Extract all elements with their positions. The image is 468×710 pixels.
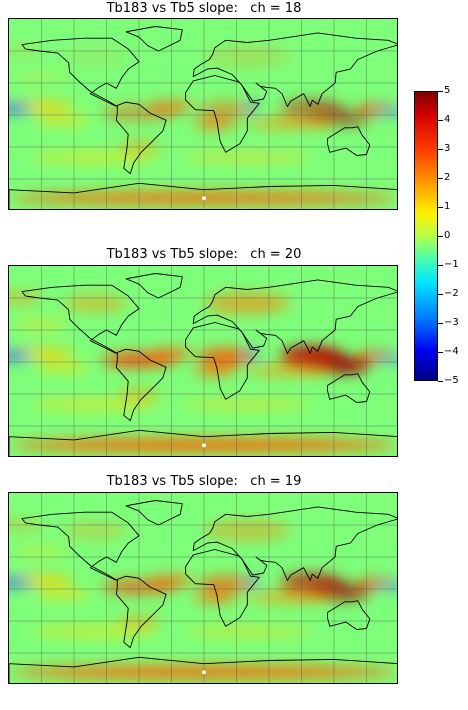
colorbar-tick-mark [438, 91, 443, 92]
anomaly-blob [193, 117, 237, 130]
anomaly-blob [36, 116, 91, 125]
coastline-eurasia [192, 32, 397, 107]
anomaly-blob [204, 292, 291, 314]
colorbar-tick-label: −3 [444, 317, 459, 328]
coastline-antarctica [9, 429, 397, 456]
colorbar-tick-label: 0 [444, 230, 451, 241]
south-pole-marker [202, 196, 206, 201]
anomaly-blob [247, 118, 334, 129]
panel-2-map [8, 265, 398, 457]
coastline-south-america [115, 348, 167, 422]
anomaly-blob [193, 591, 237, 604]
anomaly-blob [36, 363, 91, 372]
anomaly-blob [198, 348, 253, 366]
colorbar-tick-label: −2 [444, 288, 459, 299]
colorbar [414, 91, 438, 381]
anomaly-blob [193, 364, 237, 377]
coastline-south-america [115, 575, 167, 649]
colorbar-tick-label: −1 [444, 259, 459, 270]
coastline-australia [327, 600, 371, 630]
coastline-north-america [21, 284, 140, 354]
coastline-antarctica [9, 182, 397, 209]
colorbar-tick-label: 1 [444, 201, 451, 212]
anomaly-blob [182, 627, 313, 636]
panel-3-title: Tb183 vs Tb5 slope: ch = 19 [106, 474, 302, 489]
colorbar-tick-mark [438, 149, 443, 150]
coastline-greenland [125, 273, 183, 299]
anomaly-blob [377, 354, 397, 364]
colorbar-tick-label: 3 [444, 143, 451, 154]
anomaly-blob [204, 519, 291, 541]
anomaly-blob [204, 45, 291, 67]
coastline-australia [327, 373, 371, 403]
graticule [9, 19, 397, 209]
colorbar-tick-mark [438, 352, 443, 353]
coastline-south-america [115, 101, 167, 175]
coastline-africa [185, 549, 260, 627]
anomaly-blob [9, 104, 31, 113]
coastline-antarctica [9, 656, 397, 683]
panel-3-map [8, 492, 398, 684]
colorbar-tick-label: −5 [444, 375, 459, 386]
panel-1-map [8, 18, 398, 210]
colorbar-tick-mark [438, 294, 443, 295]
anomaly-blob [30, 626, 161, 637]
anomaly-blob [377, 107, 397, 117]
colorbar-tick-mark [438, 323, 443, 324]
colorbar-tick-label: −4 [444, 346, 459, 357]
panel-3-map-canvas [9, 493, 397, 683]
coastline-eurasia [192, 279, 397, 354]
colorbar-tick-mark [438, 207, 443, 208]
coastline-greenland [125, 26, 183, 52]
anomaly-blob [377, 581, 397, 591]
colorbar-tick-mark [438, 236, 443, 237]
coastline-africa [185, 75, 260, 153]
colorbar-tick-mark [438, 381, 443, 382]
anomaly-blob [9, 578, 31, 587]
south-pole-marker [202, 670, 206, 675]
coastline-africa [185, 322, 260, 400]
coastline-australia [327, 126, 371, 156]
coastline-north-america [21, 511, 140, 581]
coastline-eurasia [192, 506, 397, 581]
coastline-north-america [21, 37, 140, 107]
coastlines [9, 273, 397, 456]
graticule [9, 266, 397, 456]
anomaly-blob [63, 47, 129, 65]
colorbar-tick-mark [438, 265, 443, 266]
anomaly-blob [63, 521, 129, 539]
anomaly-blob [182, 400, 313, 409]
anomaly-blob [198, 101, 253, 119]
south-pole-marker [202, 443, 206, 448]
graticule [9, 493, 397, 683]
colorbar-tick-label: 2 [444, 172, 451, 183]
panel-2-title: Tb183 vs Tb5 slope: ch = 20 [106, 247, 302, 262]
coastlines [9, 26, 397, 209]
anomaly-blob [247, 365, 334, 376]
anomaly-blob [36, 590, 91, 599]
coastlines [9, 500, 397, 683]
anomaly-blob [9, 351, 31, 360]
panel-1-title: Tb183 vs Tb5 slope: ch = 18 [106, 1, 302, 16]
anomaly-blob [63, 294, 129, 312]
colorbar-tick-label: 5 [444, 85, 451, 96]
colorbar-tick-label: 4 [444, 114, 451, 125]
colorbar-tick-mark [438, 178, 443, 179]
anomaly-blob [182, 153, 313, 162]
anomaly-blob [198, 575, 253, 593]
anomaly-blob [30, 399, 161, 410]
panel-1-map-canvas [9, 19, 397, 209]
anomaly-blob [30, 152, 161, 164]
coastline-greenland [125, 500, 183, 526]
panel-2-map-canvas [9, 266, 397, 456]
anomaly-blob [247, 592, 334, 603]
colorbar-tick-mark [438, 120, 443, 121]
